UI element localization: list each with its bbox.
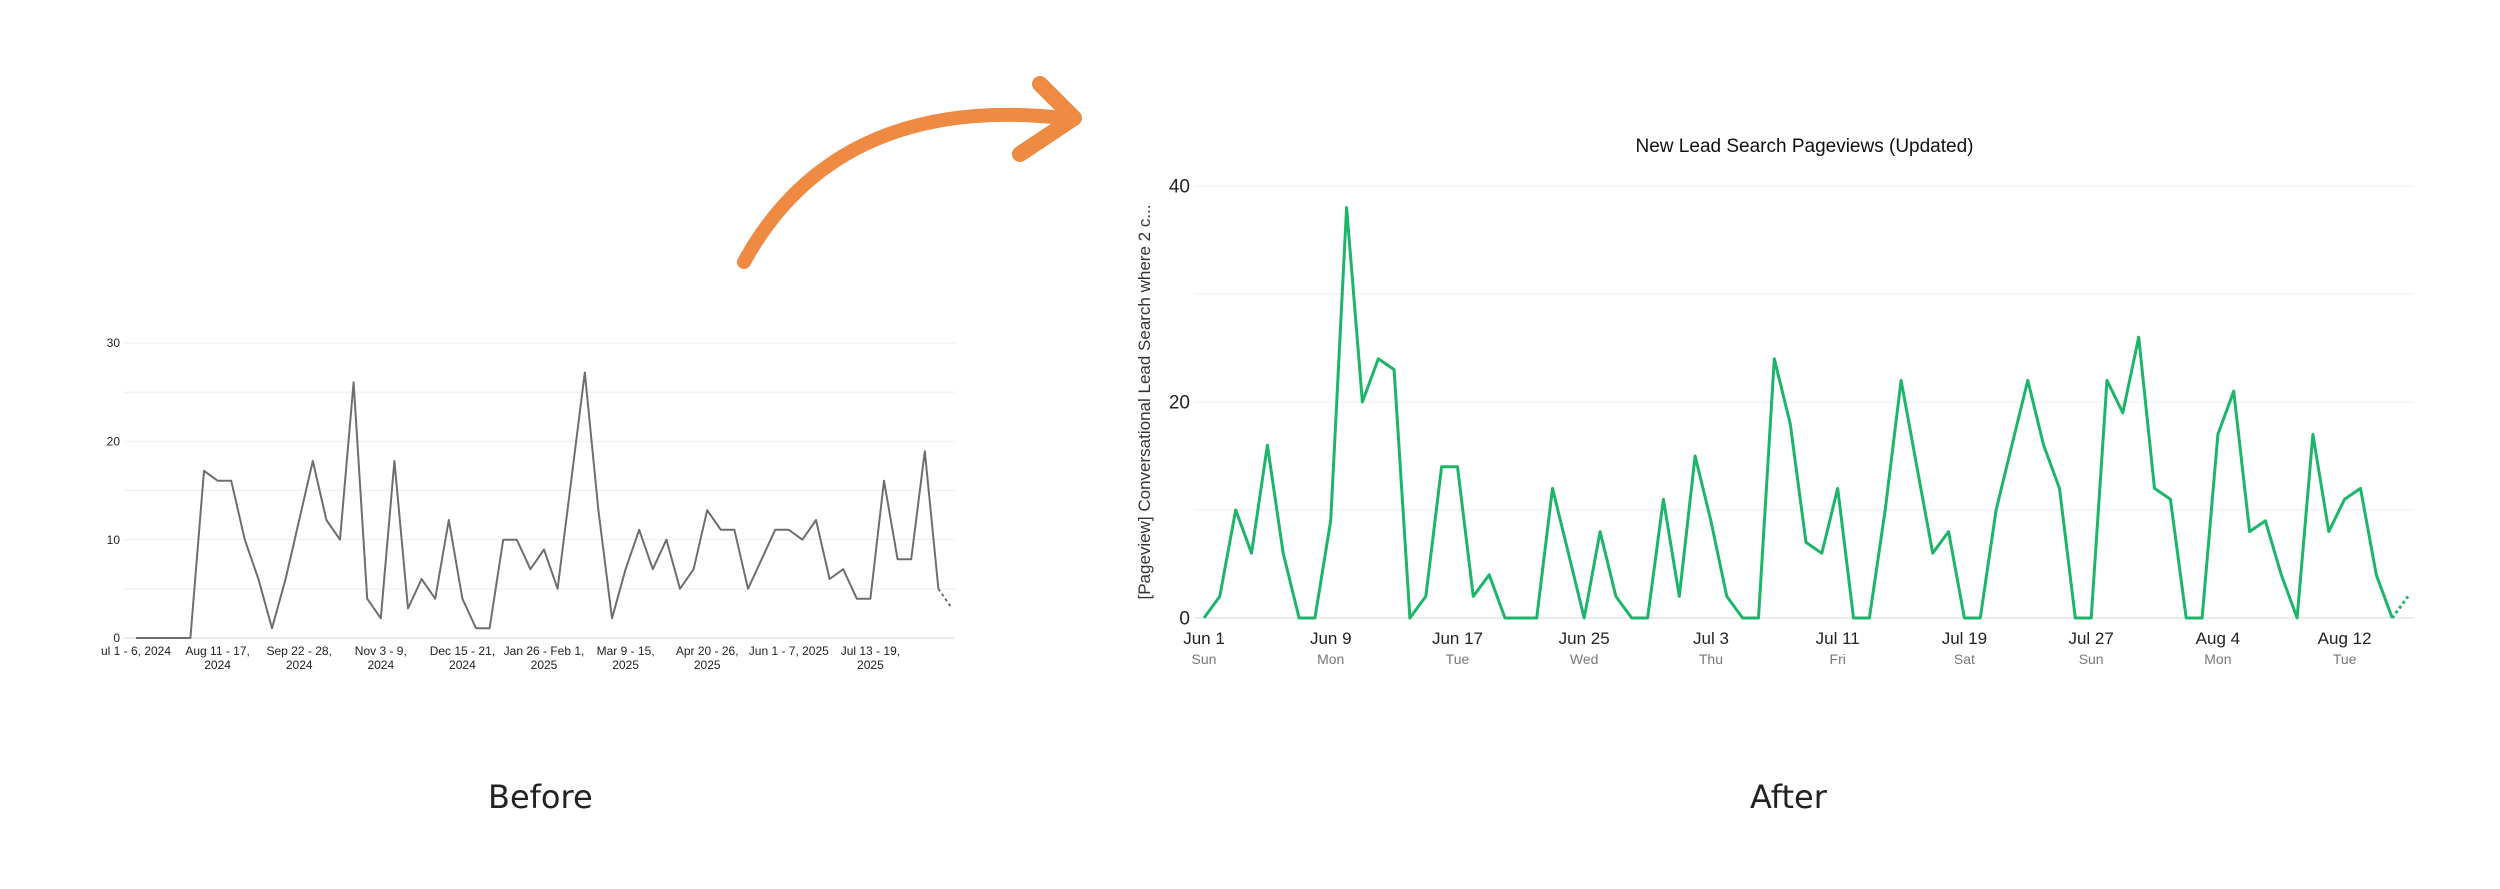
before-x-tick-label: Nov 3 - 9, [355,644,407,658]
before-x-tick-label: Jun 1 - 7, 2025 [749,644,829,658]
before-x-tick-label: 2025 [612,658,639,672]
after-y-tick-label: 40 [1169,177,1190,198]
after-chart-title: New Lead Search Pageviews (Updated) [1636,136,1974,157]
after-x-tick-label: Mon [1317,651,1344,667]
before-x-tick-label: Aug 11 - 17, [185,644,250,658]
after-x-tick-label: Jun 17 [1432,629,1483,648]
after-x-tick-label: Jul 27 [2068,629,2113,648]
after-chart: New Lead Search Pageviews (Updated) [Page… [1135,136,2414,667]
before-x-tick-label: 2025 [531,658,558,672]
before-x-tick-label: 2024 [204,658,231,672]
before-series-partial-segment [937,588,953,610]
before-x-tick-label: Dec 15 - 21, [430,644,495,658]
after-x-tick-label: Jul 11 [1816,629,1860,648]
before-x-tick-label: Mar 9 - 15, [597,644,655,658]
after-x-tick-label: Aug 12 [2318,629,2372,648]
after-x-tick-label: Sun [1192,651,1217,667]
before-x-tick-label: Jul 13 - 19, [841,644,900,658]
after-x-tick-label: Wed [1570,651,1599,667]
before-x-tick-label: 2024 [449,658,476,672]
after-series-line [1202,206,2394,620]
before-x-tick-label: 2025 [857,658,884,672]
after-x-tick-label: Sun [2079,651,2104,667]
after-x-tick-label: Jun 9 [1310,629,1352,648]
orange-arrow-curve [737,107,1069,269]
before-y-tick-label: 0 [113,631,120,645]
orange-arrow-head [1012,76,1082,162]
before-x-tick-label: Sep 22 - 28, [267,644,332,658]
before-y-tick-label: 30 [107,336,121,350]
before-y-tick-label: 20 [107,435,121,449]
after-x-tick-label: Jun 25 [1559,629,1610,648]
after-y-axis-label: [Pageview] Conversational Lead Search wh… [1135,204,1154,599]
before-caption: Before [488,778,593,816]
after-y-tick-label: 20 [1169,393,1190,414]
after-x-tick-label: Aug 4 [2196,629,2240,648]
after-y-tick-label: 0 [1179,609,1190,630]
after-x-tick-label: Jul 3 [1693,629,1729,648]
after-caption: After [1750,778,1827,816]
after-x-tick-label: Jun 1 [1183,629,1225,648]
after-x-tick-label: Mon [2204,651,2231,667]
before-x-tick-label: Apr 20 - 26, [676,644,739,658]
after-x-tick-label: Fri [1830,651,1846,667]
after-x-tick-label: Tue [1446,651,1470,667]
after-series-partial-segment [2390,595,2410,619]
before-y-tick-label: 10 [107,533,121,547]
before-x-tick-label: Jan 26 - Feb 1, [504,644,585,658]
after-x-tick-label: Sat [1954,651,1975,667]
after-x-tick-label: Tue [2333,651,2357,667]
after-x-tick-label: Thu [1699,651,1723,667]
before-x-tick-label: ul 1 - 6, 2024 [101,644,171,658]
before-series-line [136,371,940,639]
after-x-tick-label: Jul 19 [1942,629,1987,648]
before-x-tick-label: 2024 [367,658,394,672]
before-x-tick-label: 2024 [286,658,313,672]
before-x-tick-label: 2025 [694,658,721,672]
